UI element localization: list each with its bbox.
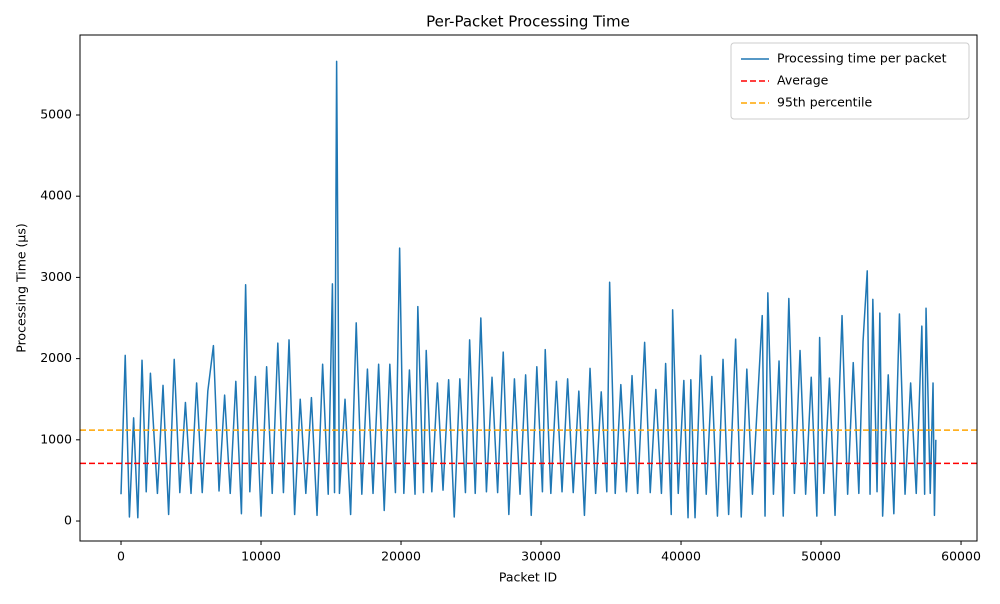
x-axis-label: Packet ID (499, 570, 557, 585)
plot-frame (79, 34, 978, 542)
x-tick-label: 50000 (801, 549, 841, 564)
y-axis-label: Processing Time (μs) (14, 223, 29, 353)
chart-title: Per-Packet Processing Time (426, 13, 630, 31)
y-tick-label: 0 (64, 513, 72, 528)
x-tick-label: 60000 (941, 549, 981, 564)
y-tick-label: 4000 (40, 188, 72, 203)
x-tick-label: 20000 (381, 549, 421, 564)
x-tick-label: 10000 (241, 549, 281, 564)
legend-box (730, 42, 970, 120)
x-tick-label: 40000 (661, 549, 701, 564)
legend-label: 95th percentile (777, 95, 873, 110)
legend-label: Processing time per packet (777, 51, 947, 66)
y-tick-label: 3000 (40, 269, 72, 284)
x-tick-label: 30000 (521, 549, 561, 564)
legend-label: Average (777, 73, 829, 88)
y-tick-label: 2000 (40, 350, 72, 365)
x-tick-label: 0 (117, 549, 125, 564)
y-tick-label: 5000 (40, 106, 72, 121)
data-line (120, 60, 937, 519)
y-tick-label: 1000 (40, 431, 72, 446)
